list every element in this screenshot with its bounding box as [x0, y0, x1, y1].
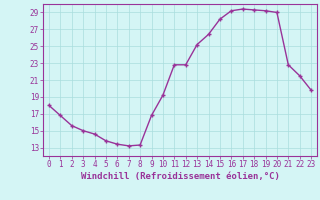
X-axis label: Windchill (Refroidissement éolien,°C): Windchill (Refroidissement éolien,°C): [81, 172, 279, 181]
